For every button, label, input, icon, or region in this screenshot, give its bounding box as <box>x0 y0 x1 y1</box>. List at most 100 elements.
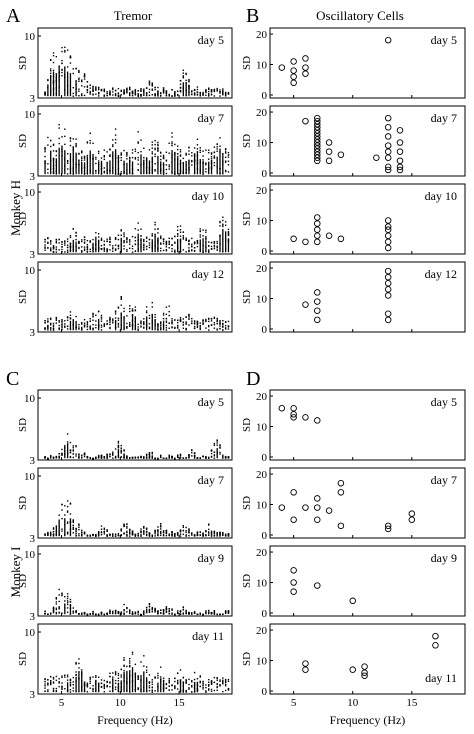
tremor-dot <box>129 94 131 97</box>
tremor-dot <box>134 611 137 614</box>
tremor-dot <box>151 171 153 173</box>
tremor-dot <box>162 612 165 614</box>
tremor-dot <box>219 243 221 245</box>
tremor-dot <box>100 244 103 247</box>
tremor-dot <box>64 607 66 609</box>
tremor-dot <box>162 533 165 536</box>
tremor-dot <box>89 169 91 172</box>
tremor-dot <box>61 251 63 253</box>
tremor-dot <box>81 669 83 671</box>
tremor-dot <box>222 90 224 93</box>
tremor-dot <box>47 318 49 320</box>
tremor-dot <box>123 610 125 612</box>
tremor-dot <box>114 154 117 157</box>
tremor-dot <box>123 450 125 452</box>
tremor-dot <box>78 159 80 161</box>
tremor-dot <box>157 141 159 144</box>
tremor-dot <box>123 680 125 682</box>
tremor-dot <box>148 535 151 537</box>
y-tick-label: 10 <box>256 656 268 668</box>
tremor-dot <box>72 323 74 325</box>
tremor-dot <box>219 221 221 224</box>
tremor-dot <box>44 457 46 459</box>
tremor-dot <box>129 610 131 613</box>
tremor-dot <box>145 306 148 308</box>
tremor-dot <box>208 241 210 243</box>
tremor-dot <box>81 531 83 533</box>
tremor-dot <box>137 326 139 328</box>
tremor-dot <box>44 244 46 246</box>
tremor-dot <box>44 147 46 150</box>
tremor-dot <box>66 595 69 598</box>
tremor-dot <box>89 676 91 679</box>
tremor-dot <box>97 95 100 97</box>
tremor-dot <box>66 159 69 162</box>
tremor-dot <box>75 143 77 145</box>
column-title-cells: Oscillatory Cells <box>316 8 404 23</box>
tremor-dot <box>95 248 97 250</box>
tremor-dot <box>213 454 216 456</box>
tremor-dot <box>185 237 187 239</box>
tremor-dot <box>64 447 66 449</box>
tremor-dot <box>134 328 137 330</box>
tremor-dot <box>103 240 106 242</box>
tremor-dot <box>224 533 227 535</box>
tremor-dot <box>52 69 55 72</box>
tremor-dot <box>154 148 156 151</box>
tremor-dot <box>117 317 120 320</box>
cell-point <box>290 58 297 65</box>
tremor-dot <box>165 160 168 162</box>
tremor-dot <box>117 612 120 615</box>
tremor-dot <box>216 322 218 325</box>
tremor-dot <box>52 322 55 325</box>
tremor-dot <box>202 251 204 253</box>
tremor-dot <box>69 681 72 684</box>
tremor-dot <box>134 309 137 311</box>
tremor-dot <box>58 238 60 241</box>
tremor-dot <box>109 453 111 455</box>
tremor-dot <box>61 686 63 688</box>
cell-point <box>314 154 321 162</box>
tremor-dot <box>61 530 63 532</box>
tremor-dot <box>151 316 153 318</box>
tremor-dot <box>92 610 94 613</box>
tremor-dot <box>126 155 128 157</box>
tremor-dot <box>140 456 142 458</box>
tremor-dot <box>75 249 77 252</box>
tremor-dot <box>72 519 74 522</box>
cell-point <box>302 70 309 77</box>
tremor-dot <box>185 251 187 253</box>
tremor-dot <box>100 531 103 533</box>
tremor-dot <box>188 531 190 534</box>
tremor-dot <box>81 326 83 329</box>
tremor-dot <box>199 151 201 153</box>
tremor-dot <box>47 327 49 329</box>
tremor-dot <box>112 672 114 674</box>
tremor-dot <box>95 172 97 174</box>
tremor-dot <box>219 328 221 330</box>
tremor-dot <box>143 318 145 320</box>
tremor-dot <box>75 609 77 612</box>
tremor-dot <box>165 608 168 611</box>
tremor-dot <box>72 68 74 70</box>
panel-frame <box>37 183 233 255</box>
cell-point <box>314 232 321 240</box>
tremor-dot <box>114 533 117 535</box>
tremor-dot <box>188 688 190 690</box>
tremor-dot <box>160 680 162 683</box>
tremor-dot <box>193 682 196 684</box>
tremor-dot <box>95 232 97 234</box>
tremor-dot <box>55 80 58 82</box>
tremor-dot <box>106 238 108 240</box>
tremor-dot <box>148 533 151 536</box>
tremor-dot <box>137 239 139 242</box>
tremor-dot <box>106 684 108 687</box>
tremor-dot <box>47 457 49 460</box>
tremor-dot <box>182 689 185 692</box>
tremor-dot <box>148 88 151 91</box>
tremor-dot <box>120 450 122 452</box>
tremor-dot <box>145 160 148 162</box>
y-tick-label: 0 <box>262 324 268 336</box>
tremor-dot <box>52 143 55 146</box>
tremor-dot <box>216 535 218 537</box>
